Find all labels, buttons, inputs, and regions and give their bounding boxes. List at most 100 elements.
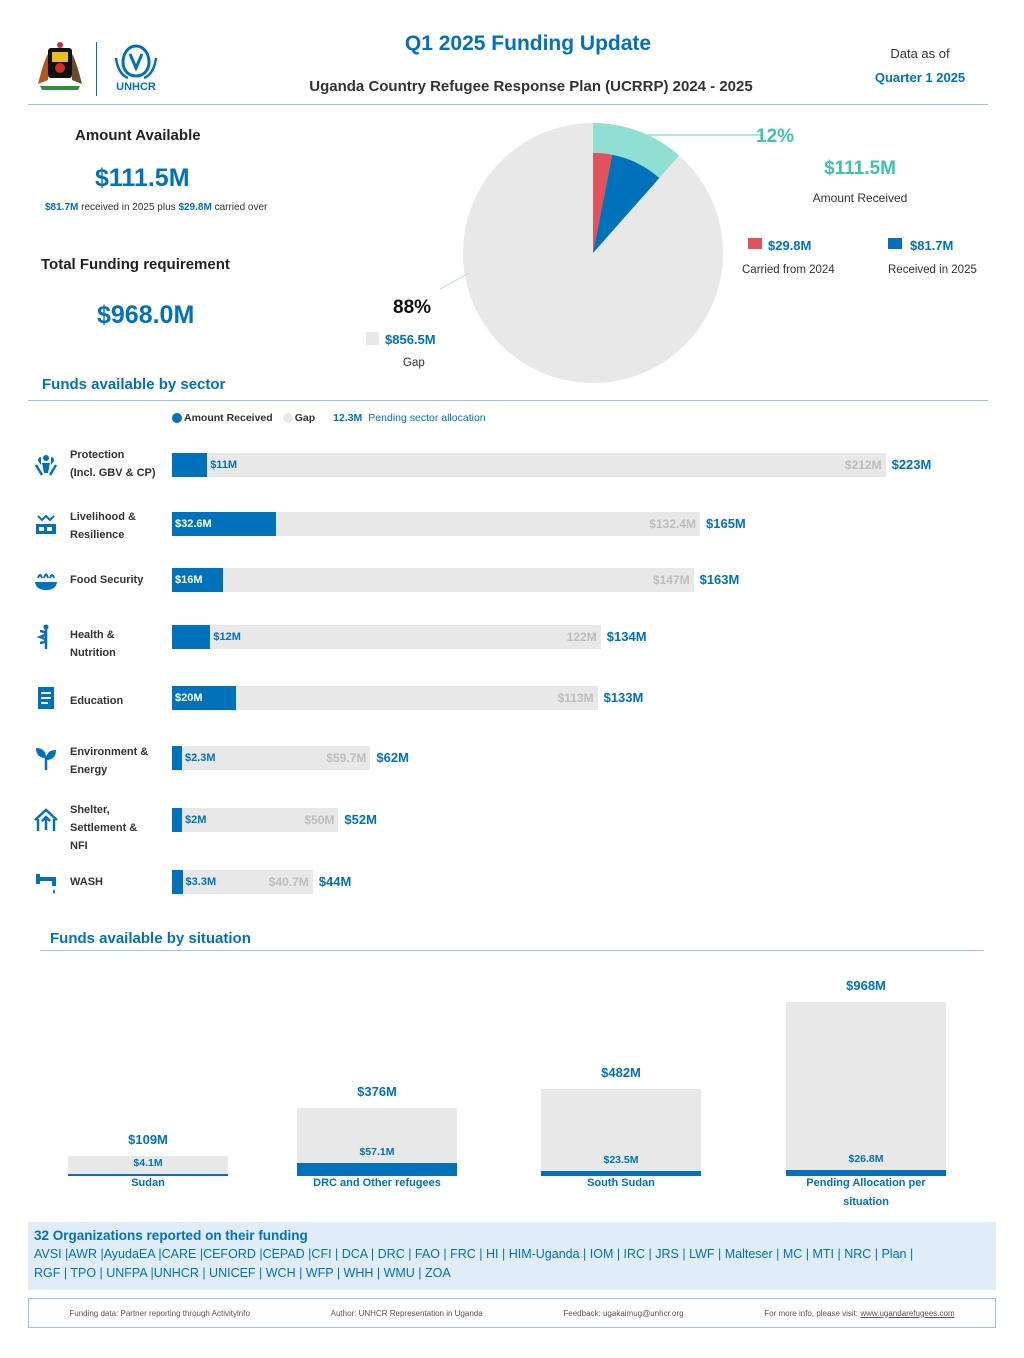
footer-more-info-link[interactable]: www.ugandarefugees.com (860, 1308, 955, 1318)
sector-received-label-food: $16M (175, 574, 203, 586)
footer: Funding data: Partner reporting through … (28, 1298, 996, 1328)
situation-received-label: $4.1M (133, 1157, 163, 1169)
sector-received-label-environment: $2.3M (185, 752, 216, 764)
carried-legend-swatch (748, 238, 762, 249)
sector-bar-total-wash (172, 870, 313, 894)
situation-total-label: $376M (357, 1084, 397, 1100)
carried-over-value: $29.8M (178, 202, 212, 213)
legend-pending-value: 12.3M (333, 412, 363, 424)
sector-legend: Amount Received Gap 12.3M Pending sector… (172, 412, 486, 424)
sector-gap-label-environment: $59.7M (326, 751, 367, 765)
sector-label-line: Resilience (70, 529, 125, 541)
sector-bar-received-food (172, 568, 224, 592)
situation-total-label: $482M (601, 1065, 641, 1081)
organizations-box: 32 Organizations reported on their fundi… (28, 1222, 996, 1290)
sector-label-line: Shelter, (70, 804, 110, 816)
sector-label-health: Health & Nutrition (70, 626, 116, 662)
food-security-icon (35, 573, 57, 590)
sector-label-livelihood: Livelihood & Resilience (70, 508, 136, 544)
sector-gap-label-livelihood: $132.4M (649, 517, 696, 531)
organizations-count: 32 (34, 1228, 50, 1243)
situation-name-label: Sudan (68, 1174, 228, 1193)
sector-label-line: Environment & (70, 746, 149, 758)
situation-divider (40, 950, 984, 951)
gap-legend-swatch (366, 332, 379, 345)
sector-gap-label-food: $147M (652, 573, 690, 587)
legend-received-dot (172, 413, 182, 423)
unhcr-logo-text: UNHCR (116, 81, 156, 93)
amount-available-value: $111.5M (95, 164, 190, 192)
sector-label-education: Education (70, 692, 123, 710)
sector-received-label-livelihood: $32.6M (175, 518, 212, 530)
situation-name-line: Pending Allocation per (806, 1177, 926, 1189)
sector-received-label-wash: $3.3M (185, 876, 217, 888)
health-icon (36, 624, 49, 649)
funding-pie-chart (440, 123, 763, 383)
sector-received-label-protection: $11M (210, 459, 238, 471)
sector-divider (28, 400, 988, 401)
pie-gap-label: Gap (403, 357, 425, 369)
situation-bar-total (541, 1089, 701, 1176)
footer-more-info: For more info, please visit: www.ugandar… (764, 1309, 954, 1318)
pie-inner-slice-carried (593, 152, 613, 253)
data-as-of-value: Quarter 1 2025 (874, 70, 966, 85)
uganda-coat-of-arms-logo (38, 42, 82, 90)
sector-total-label-shelter: $52M (344, 812, 377, 827)
situation-name-line: Sudan (131, 1177, 165, 1189)
sector-bar-total-food (172, 568, 694, 592)
footer-more-info-label: For more info, please visit: (764, 1308, 859, 1318)
sector-label-line: Energy (70, 764, 108, 776)
situation-name-line: situation (843, 1196, 889, 1208)
legend-gap-dot (282, 413, 293, 423)
amount-available-breakdown: $81.7M received in 2025 plus $29.8M carr… (45, 202, 267, 213)
situation-name-line: South Sudan (587, 1177, 655, 1189)
sector-gap-label-shelter: $50M (304, 813, 335, 827)
recv2025-legend-swatch (888, 238, 902, 249)
sector-total-label-health: $134M (606, 629, 647, 644)
logo-divider (96, 42, 97, 96)
situation-bar-received (297, 1163, 457, 1176)
sector-bar-total-education (172, 686, 598, 710)
data-as-of-label: Data as of (890, 46, 950, 61)
education-icon (38, 687, 54, 709)
situation-received-label: $23.5M (603, 1153, 639, 1166)
situation-name-label: Pending Allocation per situation (786, 1174, 946, 1212)
sector-received-label-education: $20M (175, 692, 203, 704)
sector-total-label-protection: $223M (891, 457, 932, 472)
organizations-title-text: Organizations reported on their funding (52, 1228, 308, 1243)
sector-label-food: Food Security (70, 571, 143, 589)
pie-received-value: $111.5M (824, 158, 896, 179)
sector-total-label-environment: $62M (376, 750, 409, 765)
pie-inner-slice-received-2025 (593, 154, 660, 253)
organizations-list-line2: RGF | TPO | UNFPA |UNHCR | UNICEF | WCH … (34, 1266, 451, 1280)
sector-bar-total-environment (172, 746, 371, 770)
wash-icon (36, 874, 56, 894)
livelihood-icon (36, 514, 56, 534)
total-requirement-label: Total Funding requirement (41, 256, 230, 273)
shelter-icon (34, 808, 58, 831)
sector-total-label-education: $133M (603, 690, 644, 705)
sector-label-line: Education (70, 695, 124, 707)
sector-bar-received-education (172, 686, 236, 710)
sector-bar-total-protection (172, 453, 886, 477)
legend-received-label: Amount Received (184, 412, 273, 424)
organizations-title: 32 Organizations reported on their fundi… (34, 1228, 990, 1243)
sector-bar-received-protection (172, 453, 208, 477)
sector-label-shelter: Shelter, Settlement & NFI (70, 801, 137, 855)
sector-bar-total-shelter (172, 808, 339, 832)
legend-pending-label: Pending sector allocation (368, 412, 486, 424)
sector-label-line: Protection (70, 449, 125, 461)
sector-label-line: Food Security (70, 574, 144, 586)
situation-bar-total (68, 1156, 228, 1176)
situation-received-label: $57.1M (359, 1146, 395, 1159)
sector-label-line: Settlement & (70, 822, 138, 834)
sector-section-title: Funds available by sector (42, 376, 226, 393)
sector-gap-label-education: $113M (557, 691, 594, 705)
protection-icon (34, 455, 58, 476)
amount-available-label: Amount Available (75, 127, 201, 144)
sector-bar-received-shelter (172, 808, 182, 832)
sector-label-environment: Environment & Energy (70, 743, 148, 779)
sector-label-line: Nutrition (70, 647, 116, 659)
sector-gap-label-wash: $40.7M (268, 875, 309, 889)
sector-label-wash: WASH (70, 873, 103, 891)
